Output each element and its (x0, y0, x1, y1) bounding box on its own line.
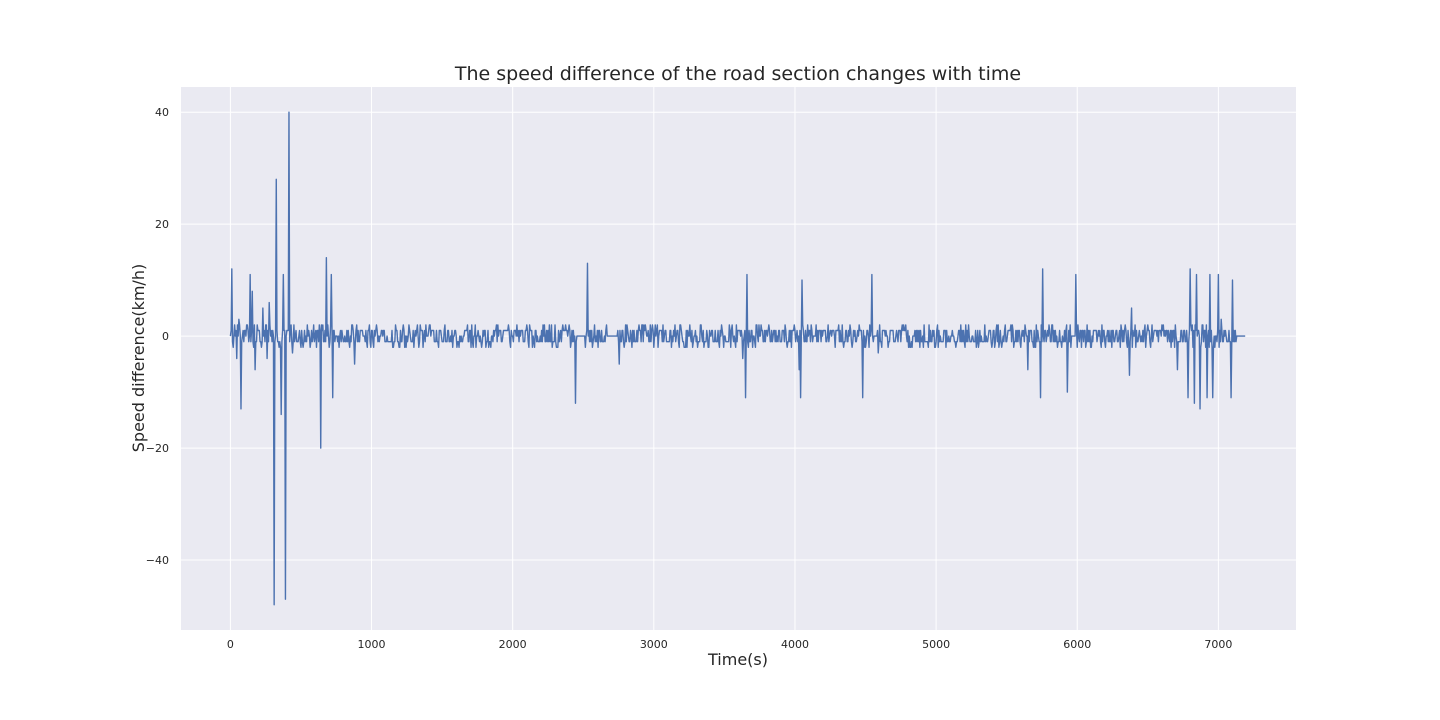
x-axis-label: Time(s) (707, 650, 768, 669)
x-tick-labels: 0 1000 2000 3000 4000 5000 6000 7000 (227, 638, 1232, 651)
x-tick-label: 1000 (358, 638, 386, 651)
x-tick-label: 6000 (1063, 638, 1091, 651)
x-tick-label: 3000 (640, 638, 668, 651)
plot-area (181, 87, 1296, 630)
x-tick-label: 0 (227, 638, 234, 651)
x-tick-label: 4000 (781, 638, 809, 651)
x-tick-label: 7000 (1204, 638, 1232, 651)
y-axis-label: Speed difference(km/h) (129, 264, 148, 452)
y-tick-label: 0 (162, 330, 169, 343)
y-tick-label: −40 (146, 554, 169, 567)
x-tick-label: 5000 (922, 638, 950, 651)
grid-lines (181, 87, 1296, 630)
series-layer (229, 111, 1246, 606)
y-tick-label: 20 (155, 218, 169, 231)
series-line (229, 111, 1246, 606)
x-tick-label: 2000 (499, 638, 527, 651)
y-tick-labels: 40 20 0 −20 −40 (146, 106, 169, 567)
chart-title: The speed difference of the road section… (454, 63, 1021, 85)
y-tick-label: 40 (155, 106, 169, 119)
y-tick-label: −20 (146, 442, 169, 455)
